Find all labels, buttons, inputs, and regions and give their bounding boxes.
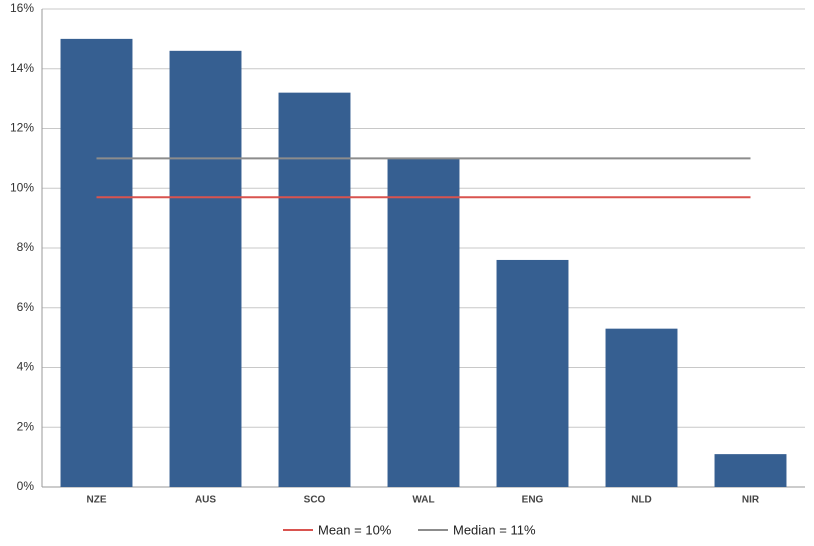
- y-tick-label: 6%: [17, 300, 35, 314]
- x-tick-label: NLD: [631, 495, 652, 506]
- y-tick-label: 14%: [10, 61, 34, 75]
- x-tick-label: NZE: [87, 495, 107, 506]
- y-tick-label: 2%: [17, 419, 35, 433]
- bar: [169, 50, 242, 487]
- x-tick-label: WAL: [412, 495, 434, 506]
- legend-label: Mean = 10%: [318, 522, 392, 537]
- x-tick-label: ENG: [522, 495, 544, 506]
- x-tick-label: NIR: [742, 495, 760, 506]
- bar: [496, 259, 569, 487]
- y-tick-label: 12%: [10, 121, 34, 135]
- bar: [60, 38, 133, 487]
- legend-label: Median = 11%: [453, 522, 536, 537]
- y-tick-label: 16%: [10, 1, 34, 15]
- bar: [387, 158, 460, 487]
- y-tick-label: 4%: [17, 360, 35, 374]
- x-tick-label: SCO: [304, 495, 326, 506]
- bar: [605, 328, 678, 487]
- x-tick-label: AUS: [195, 495, 216, 506]
- bar: [278, 92, 351, 488]
- y-tick-label: 10%: [10, 180, 34, 194]
- y-tick-label: 0%: [17, 479, 35, 493]
- bar: [714, 454, 787, 487]
- y-tick-label: 8%: [17, 240, 35, 254]
